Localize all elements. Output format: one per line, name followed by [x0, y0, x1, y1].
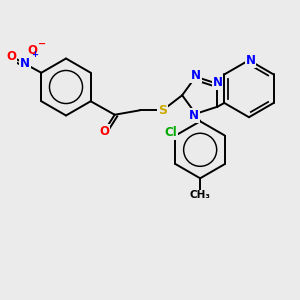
- Text: O: O: [99, 125, 109, 138]
- Text: N: N: [189, 109, 199, 122]
- Text: Cl: Cl: [164, 126, 177, 139]
- Text: −: −: [38, 39, 46, 49]
- Text: N: N: [212, 76, 223, 89]
- Text: S: S: [158, 104, 167, 117]
- Text: O: O: [27, 44, 37, 57]
- Text: +: +: [32, 50, 38, 59]
- Text: O: O: [6, 50, 16, 63]
- Text: N: N: [245, 54, 256, 67]
- Text: CH₃: CH₃: [190, 190, 211, 200]
- Text: N: N: [191, 69, 201, 82]
- Text: N: N: [20, 57, 30, 70]
